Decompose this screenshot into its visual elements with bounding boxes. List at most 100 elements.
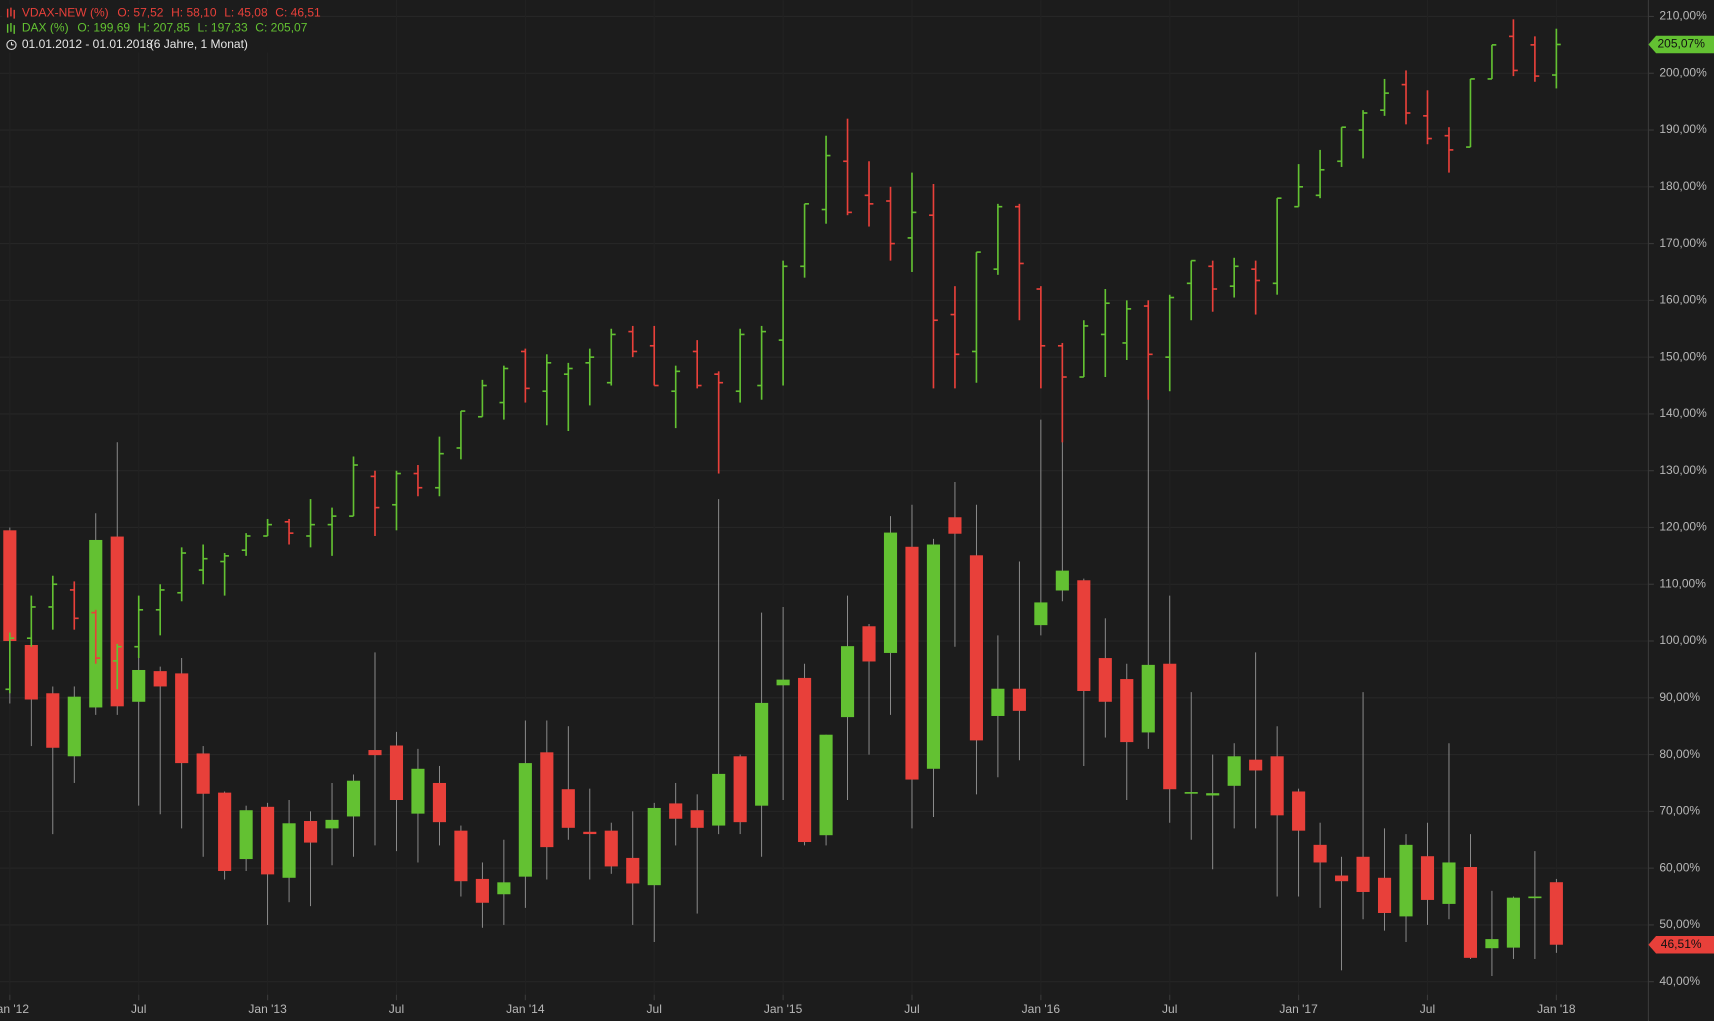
legend-value: O: 57,52 [117,5,163,19]
candle-body [1506,897,1520,948]
candle-body [282,823,296,878]
clock-hand [10,42,14,46]
legend-icon [6,7,15,19]
x-tick-label: Jul [389,1002,404,1016]
candle-body [1528,896,1542,899]
candle-body [540,752,554,848]
y-tick-label: 90,00% [1659,690,1700,704]
y-tick-label: 110,00% [1659,576,1706,590]
x-tick-label: Jul [1162,1002,1177,1016]
axis: 40,00% 50,00% 60,00% 70,00% 80,00% 90,00% 100,… [0,9,1714,1016]
candle-body [969,555,983,741]
candle-body [862,626,876,662]
candle-body [432,782,446,823]
candle-body [475,878,489,903]
legend: 01.01.2012 - 01.01.2018 (6 Jahre, 1 Mona… [2,4,321,53]
candle-body [776,679,790,686]
candle-body [153,671,167,687]
candle-body [497,882,511,895]
candle-body [1335,875,1349,882]
candle-body [1292,791,1306,831]
legend-value: H: 207,85 [138,21,190,35]
candle-body [1399,844,1413,917]
candle-body [175,673,189,764]
y-tick-label: 60,00% [1659,860,1700,874]
candle-body [819,734,833,836]
candle-body [733,756,747,823]
candle-body [905,546,919,780]
candle-body [24,645,38,700]
candle-body [948,517,962,534]
candle-body [1270,756,1284,816]
y-tick-label: 130,00% [1659,463,1707,477]
candle-body [1034,602,1048,626]
y-tick-label: 50,00% [1659,917,1700,931]
candle-body [626,857,640,884]
y-tick-label: 140,00% [1659,406,1707,420]
x-tick-label: Jan '15 [764,1002,803,1016]
candle-body [46,693,60,748]
candle-body [604,830,618,867]
candle-body [196,753,210,794]
candle-body [755,702,769,806]
candle-body [1012,688,1026,711]
x-tick-label: Jan '16 [1022,1002,1061,1016]
x-tick-label: Jan '14 [506,1002,545,1016]
legend-value: C: 46,51 [275,5,321,19]
candle-body [261,806,275,875]
candle-body [1163,663,1177,790]
x-tick-label: Jan '17 [1279,1002,1318,1016]
y-tick-label: 80,00% [1659,747,1700,761]
candle-body [926,544,941,769]
legend-background [2,4,289,53]
legend-value: O: 199,69 [77,21,130,35]
candle-body [218,792,232,871]
candle-body [583,831,597,835]
y-tick-label: 70,00% [1659,804,1700,818]
candle-body [346,780,361,817]
candle-body [840,646,855,718]
y-tick-label: 170,00% [1659,236,1707,250]
candle-body [1184,792,1198,794]
last-price-tag [1648,35,1714,54]
candle-body [561,789,575,828]
last-price-label: 205,07% [1657,37,1705,51]
candle-body [883,532,898,653]
candle-body [303,821,318,843]
x-tick-label: Jan '18 [1537,1002,1576,1016]
y-tick-label: 200,00% [1659,65,1707,79]
candle-body [1356,856,1370,892]
candle-body [647,807,661,886]
legend-name: DAX (%) [22,21,69,35]
candle-body [132,669,146,702]
last-price-label: 46,51% [1661,937,1702,951]
legend-value: L: 45,08 [224,5,268,19]
candle-body [67,696,81,757]
period-note: (6 Jahre, 1 Monat) [150,37,248,51]
candle-body [1485,939,1499,949]
y-tick-label: 180,00% [1659,179,1707,193]
candle-body [454,830,468,882]
legend-value: H: 58,10 [171,5,217,19]
x-tick-label: Jul [647,1002,662,1016]
period: 01.01.2012 - 01.01.2018 [22,37,153,51]
x-tick-label: Jan '12 [0,1002,29,1016]
y-tick-label: 150,00% [1659,349,1707,363]
candle-body [690,810,704,828]
candle-body [3,530,17,642]
candle-body [1549,882,1563,945]
candle-body [110,536,124,707]
candle-body [1313,844,1327,863]
candle-body [1227,756,1241,786]
candle-body [669,803,683,819]
y-tick-label: 100,00% [1659,633,1707,647]
candle-body [1463,867,1478,958]
candle-body [239,810,253,860]
candle-body [411,768,425,814]
candle-body [1077,580,1091,691]
legend-value: C: 205,07 [255,21,307,35]
candle-body [798,677,812,843]
candle-body [1377,877,1392,913]
